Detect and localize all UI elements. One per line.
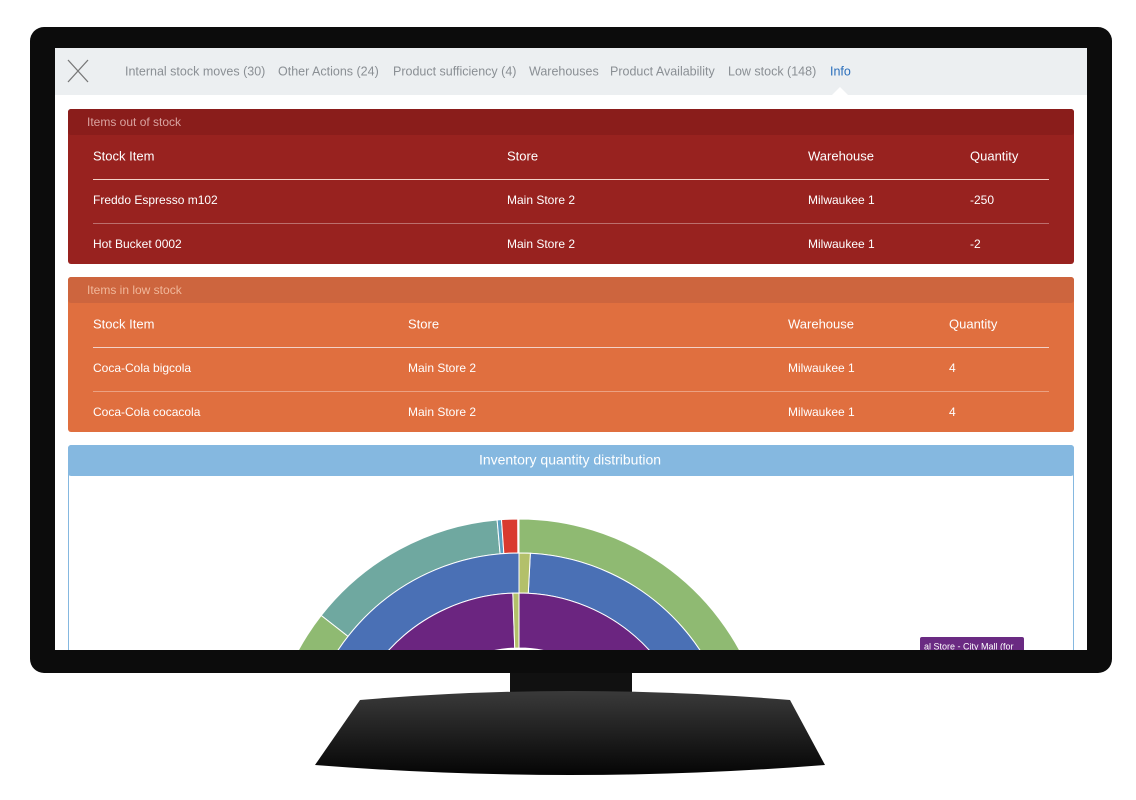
cell: Milwaukee 1 xyxy=(808,193,875,207)
cell: Coca-Cola cocacola xyxy=(93,405,201,419)
low-stock-panel xyxy=(68,277,1074,432)
cell: Milwaukee 1 xyxy=(788,405,855,419)
column-header: Warehouse xyxy=(808,148,874,163)
sunburst-segment xyxy=(518,552,531,594)
tooltip xyxy=(920,637,1024,650)
cell: -250 xyxy=(970,193,994,207)
column-header: Stock Item xyxy=(93,148,154,163)
tab[interactable]: Internal stock moves (30) xyxy=(125,64,265,78)
cell: Main Store 2 xyxy=(507,237,575,251)
chart-title: Inventory quantity distribution xyxy=(479,452,661,468)
panel-header xyxy=(68,277,1074,303)
cell: -2 xyxy=(970,237,981,251)
tab-bar xyxy=(55,48,1087,95)
tabs: Internal stock moves (30) Other Actions (… xyxy=(125,64,851,78)
panel-title: Items out of stock xyxy=(87,115,182,129)
column-header: Store xyxy=(507,148,538,163)
sunburst-segment xyxy=(337,552,520,650)
tab[interactable]: Product Availability xyxy=(610,64,715,78)
cell: Main Store 2 xyxy=(507,193,575,207)
screen: Internal stock moves (30) Other Actions (… xyxy=(55,48,1087,651)
sunburst-segment xyxy=(518,592,650,650)
cell: Main Store 2 xyxy=(408,361,476,375)
tooltip-text: al Store - City Mall (for xyxy=(924,641,1014,651)
stand-base xyxy=(315,691,825,775)
chart-header xyxy=(68,445,1074,476)
cell: Hot Bucket 0002 xyxy=(93,237,182,251)
tab[interactable]: Product sufficiency (4) xyxy=(393,64,516,78)
cell: Main Store 2 xyxy=(408,405,476,419)
tab-pointer xyxy=(832,87,848,95)
tab[interactable]: Warehouses xyxy=(529,64,599,78)
tab[interactable]: Other Actions (24) xyxy=(278,64,379,78)
cell: Freddo Espresso m102 xyxy=(93,193,218,207)
cell: 4 xyxy=(949,405,956,419)
cell: 4 xyxy=(949,361,956,375)
cell: Milwaukee 1 xyxy=(788,361,855,375)
tab[interactable]: Low stock (148) xyxy=(728,64,816,78)
sunburst-segment xyxy=(500,518,519,555)
column-header: Store xyxy=(408,316,439,331)
column-header: Quantity xyxy=(970,148,1019,163)
column-header: Warehouse xyxy=(788,316,854,331)
out-of-stock-panel xyxy=(68,109,1074,264)
panel-title: Items in low stock xyxy=(87,283,183,297)
panel-header xyxy=(68,109,1074,135)
tab[interactable]: Info xyxy=(830,64,851,78)
column-header: Quantity xyxy=(949,316,998,331)
column-header: Stock Item xyxy=(93,316,154,331)
sunburst-segment xyxy=(512,592,520,649)
sunburst xyxy=(298,518,740,650)
cell: Milwaukee 1 xyxy=(808,237,875,251)
close-icon[interactable] xyxy=(67,59,89,83)
cell: Coca-Cola bigcola xyxy=(93,361,191,375)
